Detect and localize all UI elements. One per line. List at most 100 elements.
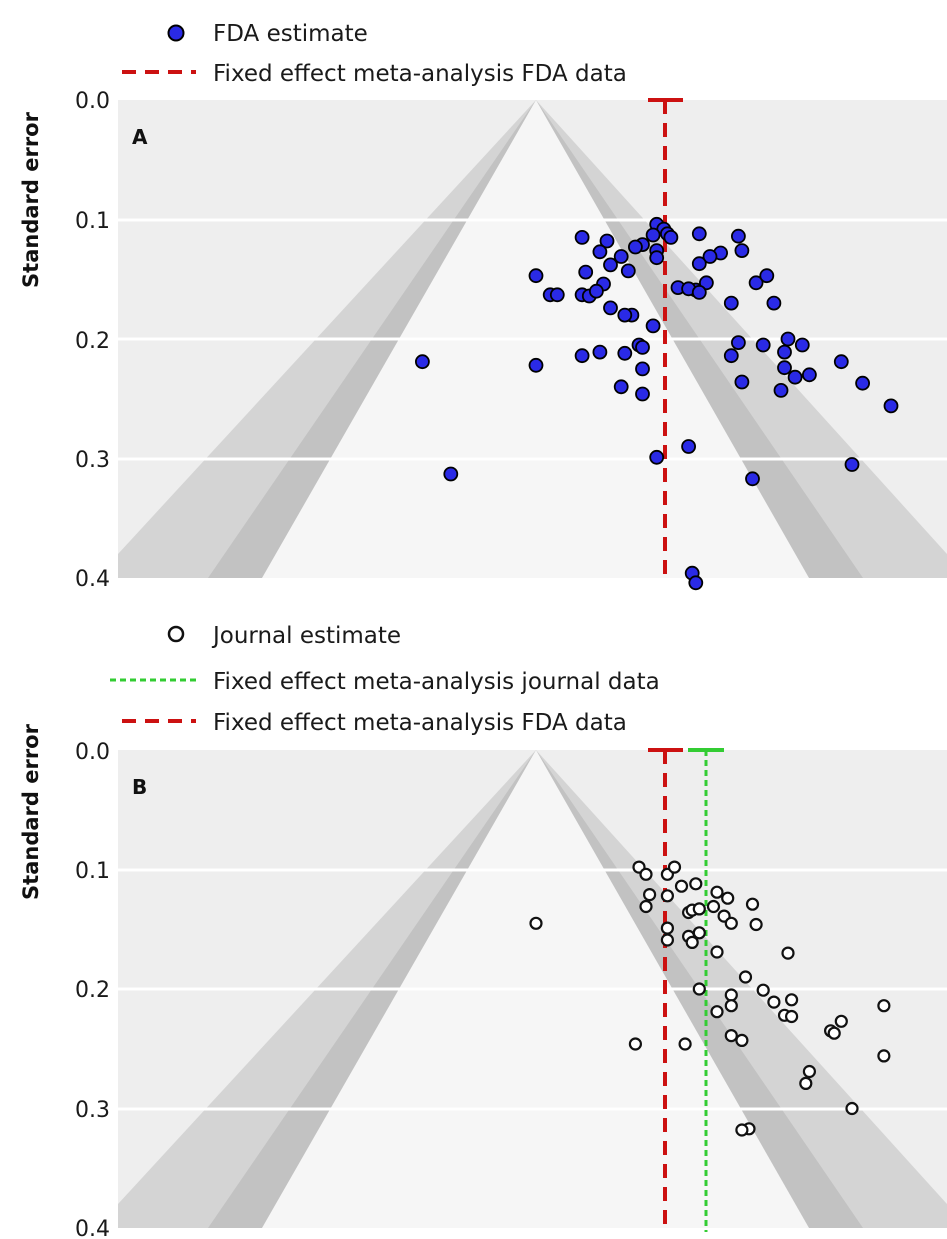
journal-estimate-point-41 [834,1014,848,1028]
journal-estimate-point-1 [639,867,653,881]
y-tick-a-0: 0.0 [75,89,110,114]
journal-estimate-point-19 [660,933,675,947]
fda-estimate-point-53 [528,357,544,373]
fda-estimate-point-46 [617,345,633,361]
fda-estimate-point-49 [780,331,796,347]
fda-estimate-point-25 [578,264,594,280]
plot-area-a: A [118,98,947,591]
journal-estimate-point-7 [721,891,735,905]
legend-b-journal-marker [167,625,185,643]
fda-estimate-point-60 [734,374,750,390]
journal-estimate-point-8 [642,887,657,902]
fda-estimate-point-52 [723,348,739,364]
fda-estimate-point-56 [777,360,792,376]
fda-estimate-point-50 [794,337,810,353]
fda-estimate-point-15 [702,249,718,264]
fda-estimate-point-6 [731,228,746,244]
journal-estimate-point-34 [784,993,799,1007]
legend-b-journal-label: Journal estimate [211,623,401,649]
journal-estimate-point-24 [749,917,763,932]
journal-estimate-point-6 [710,885,724,899]
y-axis-label-b: Standard error [19,723,43,900]
fda-estimate-point-54 [414,354,430,370]
fda-estimate-point-19 [649,250,665,266]
y-ticks-a: 0.0 0.1 0.2 0.3 0.4 [75,89,110,592]
journal-estimate-point-16 [745,897,760,911]
legend-a-fda-label: FDA estimate [213,21,368,47]
journal-estimate-point-38 [678,1037,692,1051]
y-tick-a-1: 0.1 [75,209,110,234]
journal-estimate-point-26 [710,945,724,959]
fda-estimate-point-29 [549,287,565,303]
fda-estimate-point-69 [745,471,760,487]
fda-estimate-point-72 [688,575,704,591]
y-tick-a-2: 0.2 [75,329,110,354]
panel-letter-a: A [132,125,148,149]
fda-estimate-point-24 [528,268,544,284]
journal-estimate-point-25 [781,946,795,960]
legend-b-journal-line-label: Fixed effect meta-analysis journal data [213,669,660,695]
fda-estimate-point-22 [748,275,764,291]
fda-estimate-point-12 [592,244,608,260]
y-ticks-b: 0.0 0.1 0.2 0.3 0.4 [75,740,110,1239]
y-tick-b-2: 0.2 [75,978,110,1003]
journal-estimate-point-47 [799,1076,813,1091]
panel-letter-b: B [132,775,147,799]
journal-estimate-point-27 [738,970,753,984]
y-axis-label-a: Standard error [19,111,43,288]
journal-estimate-point-29 [724,988,738,1002]
y-tick-b-3: 0.3 [75,1098,110,1123]
fda-estimate-point-44 [592,344,608,360]
fda-estimate-point-4 [663,229,679,245]
fda-estimate-point-38 [603,300,618,316]
fda-estimate-point-14 [734,243,750,259]
fda-estimate-point-37 [766,295,782,311]
y-tick-a-4: 0.4 [75,567,110,592]
journal-estimate-point-39 [735,1033,749,1048]
fda-estimate-point-16 [691,256,707,272]
fda-estimate-point-66 [681,439,696,454]
journal-estimate-point-18 [660,921,675,935]
y-tick-b-0: 0.0 [75,740,110,765]
y-tick-b-4: 0.4 [75,1217,110,1239]
plot-area-b: B [118,748,947,1232]
fda-estimate-point-5 [691,226,707,242]
journal-estimate-points [529,860,891,1137]
legend-b: Journal estimate Fixed effect meta-analy… [110,623,660,736]
legend-a-fda-line-label: Fixed effect meta-analysis FDA data [213,61,627,87]
fda-estimate-point-67 [649,449,665,465]
journal-estimate-point-14 [706,899,721,914]
journal-estimate-point-45 [877,1049,891,1063]
fda-estimate-point-58 [787,369,803,385]
journal-estimate-point-13 [692,902,706,916]
fda-estimate-point-36 [723,295,739,311]
fda-estimate-point-32 [589,283,604,299]
journal-estimate-point-4 [674,879,689,893]
fda-estimate-point-40 [617,307,633,323]
fda-estimate-point-45 [574,348,590,364]
fda-estimate-point-7 [574,229,590,245]
fda-estimate-point-62 [635,386,650,402]
journal-estimate-point-44 [877,999,891,1013]
journal-estimate-point-50 [735,1123,749,1137]
fda-estimate-point-43 [635,339,650,355]
y-tick-b-1: 0.1 [75,859,110,884]
journal-estimate-point-40 [724,1028,738,1043]
fda-estimate-point-48 [755,337,771,353]
legend-a: FDA estimate Fixed effect meta-analysis … [122,21,627,87]
fda-estimate-point-68 [844,457,860,472]
journal-estimate-point-43 [827,1026,841,1040]
journal-estimate-point-37 [628,1037,643,1051]
legend-b-fda-line-label: Fixed effect meta-analysis FDA data [213,710,627,736]
fda-estimate-points [414,216,899,591]
fda-estimate-point-8 [599,233,615,249]
fda-estimate-point-51 [777,344,792,360]
journal-estimate-point-5 [689,877,703,891]
journal-estimate-point-32 [710,1005,724,1019]
journal-estimate-point-33 [724,999,738,1013]
journal-estimate-point-9 [660,889,675,903]
journal-estimate-point-46 [802,1064,817,1079]
fda-estimate-point-18 [603,257,618,273]
fda-estimate-point-57 [833,354,849,370]
